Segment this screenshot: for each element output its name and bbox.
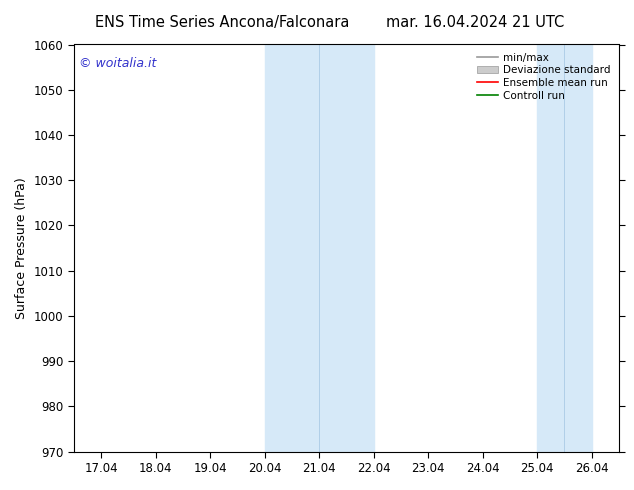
Text: © woitalia.it: © woitalia.it [79,57,157,70]
Text: mar. 16.04.2024 21 UTC: mar. 16.04.2024 21 UTC [386,15,565,30]
Bar [264,45,373,452]
Text: ENS Time Series Ancona/Falconara: ENS Time Series Ancona/Falconara [94,15,349,30]
Bar [537,45,592,452]
Legend: min/max, Deviazione standard, Ensemble mean run, Controll run: min/max, Deviazione standard, Ensemble m… [474,49,614,104]
Y-axis label: Surface Pressure (hPa): Surface Pressure (hPa) [15,177,28,319]
